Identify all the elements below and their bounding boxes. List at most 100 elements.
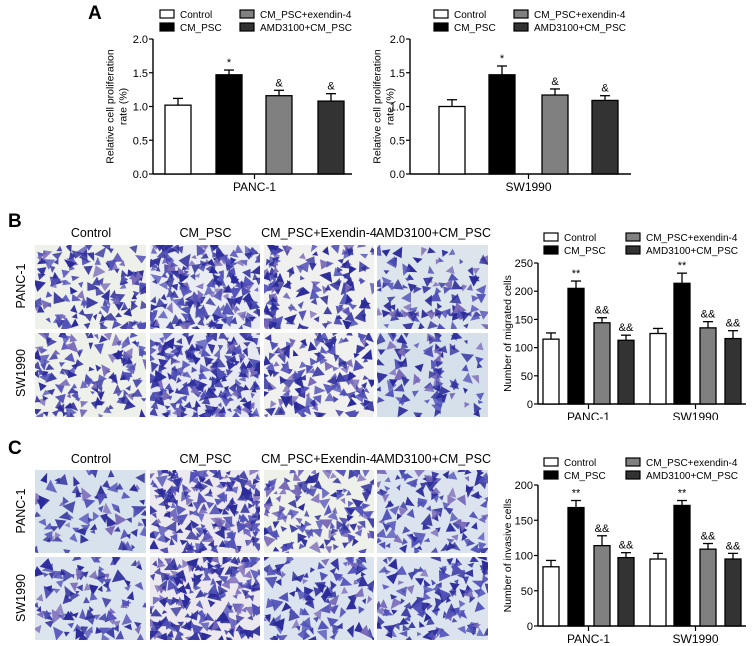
legend-label: CM_PSC bbox=[564, 246, 606, 257]
significance-marker: && bbox=[595, 523, 610, 535]
bar: ** bbox=[673, 260, 691, 405]
bar: && bbox=[699, 531, 717, 627]
y-tick-label: 0 bbox=[527, 399, 533, 411]
legend-label: CM_PSC bbox=[180, 23, 222, 34]
y-tick-label: 100 bbox=[515, 343, 533, 355]
y-axis-label: Relative cell proliferation rate (%) bbox=[105, 49, 130, 164]
legend-label: CM_PSC+exendin-4 bbox=[260, 10, 352, 21]
svg-text:rate (%): rate (%) bbox=[118, 88, 130, 125]
significance-marker: && bbox=[619, 540, 634, 552]
significance-marker: && bbox=[701, 531, 716, 543]
legend-item: CM_PSC+exendin-4 bbox=[625, 457, 738, 469]
micrograph-tile bbox=[35, 245, 146, 329]
legend-item: AMD3100+CM_PSC bbox=[625, 470, 738, 482]
chart-b-migration: Control CM_PSC CM_PSC+exendin-4 AMD3100+CM_… bbox=[502, 232, 746, 420]
chart-a-sw1990: Control CM_PSC CM_PSC+exendin-4 AMD3100+CM_… bbox=[372, 9, 631, 194]
bar bbox=[649, 552, 667, 627]
col-header-cm-psc: CM_PSC bbox=[179, 452, 232, 466]
y-tick-label: 0 bbox=[527, 621, 533, 633]
legend-swatch bbox=[625, 245, 641, 255]
panel-label-b: B bbox=[8, 211, 22, 232]
col-header-amd3100: AMD3100+CM_PSC bbox=[376, 226, 491, 240]
legend-item: Control bbox=[543, 232, 596, 244]
legend-swatch bbox=[543, 457, 559, 467]
significance-marker: * bbox=[227, 57, 232, 69]
row-header-sw1990: SW1990 bbox=[14, 349, 28, 397]
bar: & bbox=[265, 77, 293, 175]
micrograph-tile bbox=[377, 470, 488, 553]
y-tick-label: 2.0 bbox=[133, 34, 148, 46]
bar bbox=[438, 99, 466, 175]
chart-c-invasion: Control CM_PSC CM_PSC+exendin-4 AMD3100+CM_… bbox=[502, 457, 746, 646]
micrograph-tile bbox=[150, 245, 260, 329]
legend-swatch bbox=[159, 22, 175, 32]
svg-text:Number of invasive cells: Number of invasive cells bbox=[502, 499, 514, 613]
row-header-panc1: PANC-1 bbox=[14, 263, 28, 309]
col-header-control: Control bbox=[70, 226, 112, 240]
bar: ** bbox=[567, 488, 585, 627]
legend-item: Control bbox=[433, 9, 486, 21]
legend-label: CM_PSC+exendin-4 bbox=[646, 458, 738, 469]
significance-marker: && bbox=[726, 540, 741, 552]
micrograph-tile bbox=[35, 470, 146, 553]
legend-swatch bbox=[625, 232, 641, 242]
legend-swatch bbox=[159, 9, 175, 19]
significance-marker: && bbox=[726, 318, 741, 330]
micrograph-tile bbox=[377, 557, 488, 640]
svg-text:Relative cell proliferation: Relative cell proliferation bbox=[372, 49, 384, 164]
y-tick-label: 0.5 bbox=[390, 135, 405, 147]
bar: && bbox=[593, 305, 611, 405]
legend-item: CM_PSC+exendin-4 bbox=[239, 9, 352, 21]
significance-marker: & bbox=[601, 83, 609, 95]
legend-item: AMD3100+CM_PSC bbox=[625, 245, 738, 257]
col-header-cm-psc: CM_PSC bbox=[179, 226, 232, 240]
micrograph-tile bbox=[264, 245, 374, 329]
legend-item: CM_PSC+exendin-4 bbox=[513, 9, 626, 21]
legend-swatch bbox=[625, 457, 641, 467]
significance-marker: & bbox=[551, 76, 559, 88]
significance-marker: ** bbox=[572, 268, 581, 280]
y-tick-label: 150 bbox=[515, 515, 533, 527]
x-category-label: PANC-1 bbox=[233, 180, 276, 194]
legend-swatch bbox=[239, 22, 255, 32]
legend-item: CM_PSC bbox=[433, 22, 496, 34]
row-header-panc1: PANC-1 bbox=[14, 488, 28, 534]
legend-label: CM_PSC+exendin-4 bbox=[534, 10, 626, 21]
legend-label: Control bbox=[180, 10, 212, 21]
y-tick-label: 1.5 bbox=[133, 68, 148, 80]
col-header-control: Control bbox=[70, 452, 112, 466]
legend-label: Control bbox=[454, 10, 486, 21]
y-axis-label: Number of invasive cells bbox=[502, 499, 514, 613]
col-header-cm-psc-exendin: CM_PSC+Exendin-4 bbox=[261, 452, 377, 466]
col-header-amd3100: AMD3100+CM_PSC bbox=[376, 452, 491, 466]
y-tick-label: 250 bbox=[515, 258, 533, 270]
svg-text:rate (%): rate (%) bbox=[385, 88, 397, 125]
micrograph-tile bbox=[377, 333, 488, 417]
y-tick-label: 0.5 bbox=[133, 135, 148, 147]
significance-marker: & bbox=[327, 81, 335, 93]
micrograph-tile bbox=[150, 333, 260, 417]
legend-swatch bbox=[513, 9, 529, 19]
legend-swatch bbox=[543, 245, 559, 255]
significance-marker: && bbox=[619, 322, 634, 334]
bar bbox=[164, 97, 192, 175]
legend-label: AMD3100+CM_PSC bbox=[646, 246, 738, 257]
y-tick-label: 50 bbox=[521, 371, 533, 383]
bar: && bbox=[617, 322, 635, 405]
legend-item: Control bbox=[543, 457, 596, 469]
svg-text:Number of migrated cells: Number of migrated cells bbox=[502, 275, 514, 392]
bar: ** bbox=[567, 268, 585, 405]
micrograph-tile bbox=[264, 557, 374, 640]
legend-label: CM_PSC bbox=[454, 23, 496, 34]
bar: && bbox=[617, 540, 635, 627]
y-tick-label: 1.0 bbox=[133, 102, 148, 114]
bar: && bbox=[593, 523, 611, 627]
bar bbox=[649, 327, 667, 405]
bar: && bbox=[724, 540, 742, 627]
bar bbox=[542, 559, 560, 627]
y-tick-label: 2.0 bbox=[390, 34, 405, 46]
legend-item: CM_PSC bbox=[543, 245, 606, 257]
legend-label: Control bbox=[564, 233, 596, 244]
bar: * bbox=[488, 53, 516, 175]
col-header-cm-psc-exendin: CM_PSC+Exendin-4 bbox=[261, 226, 377, 240]
